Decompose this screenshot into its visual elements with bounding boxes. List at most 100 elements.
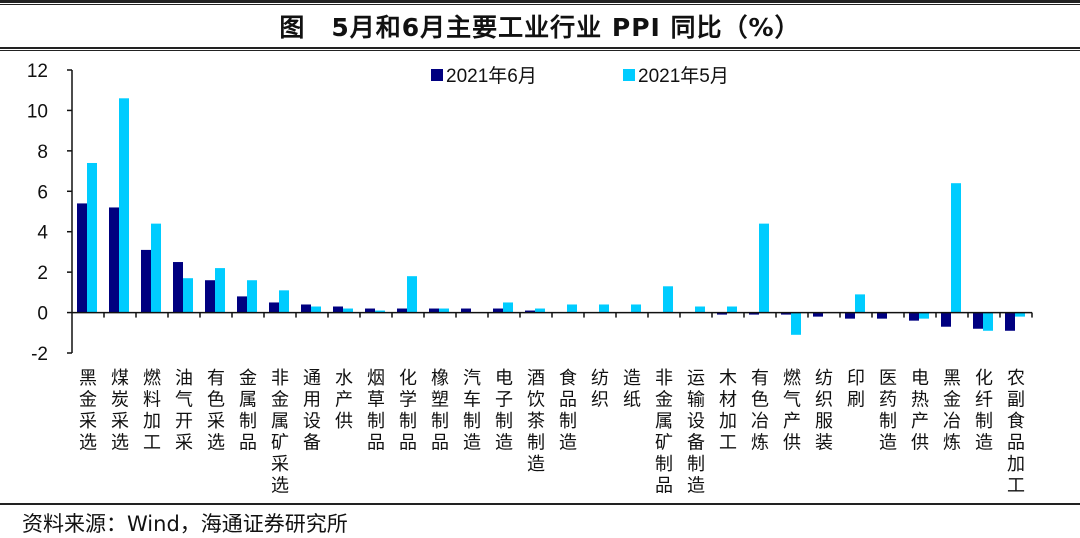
legend-swatch-jun bbox=[431, 69, 443, 81]
bar-may bbox=[439, 308, 449, 313]
category-label: 木材加工 bbox=[719, 368, 737, 454]
bar-may bbox=[599, 304, 609, 313]
bar-jun bbox=[781, 312, 791, 315]
category-label: 燃气产供 bbox=[783, 368, 801, 454]
category-label: 油气开采 bbox=[175, 368, 193, 454]
bar-may bbox=[279, 290, 289, 313]
bar-may bbox=[375, 310, 385, 313]
bar-may bbox=[759, 223, 769, 313]
bar-may bbox=[791, 312, 801, 335]
bar-jun bbox=[1005, 312, 1015, 331]
category-label: 农副食品加工 bbox=[1007, 368, 1025, 497]
top-rule-thin bbox=[0, 4, 1080, 5]
bar-may bbox=[311, 306, 321, 313]
legend-label-jun: 2021年6月 bbox=[446, 65, 537, 87]
y-tick-label: 12 bbox=[27, 61, 48, 82]
y-tick-labels: -2 0 2 4 6 8 10 12 bbox=[27, 61, 49, 365]
bar-jun bbox=[909, 312, 919, 321]
category-label: 煤炭采选 bbox=[111, 368, 129, 454]
bar-jun bbox=[749, 312, 759, 315]
category-label: 燃料加工 bbox=[143, 368, 161, 454]
y-tick-label: 8 bbox=[37, 142, 48, 163]
bar-may bbox=[535, 308, 545, 313]
category-label: 有色冶炼 bbox=[751, 368, 769, 454]
category-labels: 黑金采选煤炭采选燃料加工油气开采有色采选金属制品非金属矿采选通用设备水产供烟草制… bbox=[79, 368, 1025, 497]
bar-may bbox=[151, 223, 161, 313]
category-label: 有色采选 bbox=[207, 368, 225, 454]
bar-jun bbox=[973, 312, 983, 329]
category-label: 黑金采选 bbox=[79, 368, 97, 454]
bar-may bbox=[919, 312, 929, 319]
bar-may bbox=[247, 280, 257, 313]
bar-jun bbox=[77, 203, 87, 313]
category-label: 纺织服装 bbox=[815, 368, 833, 454]
y-tick-label: 2 bbox=[37, 263, 48, 284]
bar-may bbox=[215, 268, 225, 313]
bar-jun bbox=[269, 302, 279, 313]
bar-jun bbox=[205, 280, 215, 313]
bar-jun bbox=[941, 312, 951, 327]
bar-may bbox=[983, 312, 993, 331]
bar-may bbox=[1015, 312, 1025, 317]
bar-may bbox=[727, 306, 737, 313]
category-label: 酒饮茶制造 bbox=[527, 368, 545, 475]
category-label: 运输设备制造 bbox=[687, 368, 705, 497]
bar-jun bbox=[173, 262, 183, 313]
title-rule-thick bbox=[0, 47, 1080, 49]
category-label: 印刷 bbox=[847, 368, 865, 411]
bar-jun bbox=[525, 310, 535, 313]
title-rule-thin bbox=[0, 50, 1080, 51]
bar-may bbox=[695, 306, 705, 313]
category-label: 电子制造 bbox=[495, 368, 513, 454]
bar-jun bbox=[493, 308, 503, 313]
category-label: 化学制品 bbox=[399, 368, 417, 454]
bar-jun bbox=[813, 312, 823, 317]
category-label: 纺织 bbox=[591, 368, 609, 411]
top-rule-thick bbox=[0, 0, 1080, 3]
bar-jun bbox=[397, 308, 407, 313]
y-tick-label: 0 bbox=[37, 304, 48, 325]
bar-jun bbox=[461, 308, 471, 313]
source-note: 资料来源：Wind，海通证券研究所 bbox=[22, 512, 348, 536]
category-label: 非金属矿采选 bbox=[271, 368, 289, 497]
bar-may bbox=[951, 183, 961, 313]
category-label: 电热产供 bbox=[911, 368, 929, 454]
category-label: 黑金冶炼 bbox=[943, 368, 961, 454]
y-tick-label: 4 bbox=[37, 223, 48, 244]
bar-jun bbox=[237, 296, 247, 313]
bar-jun bbox=[333, 306, 343, 313]
bar-may bbox=[87, 162, 97, 313]
category-label: 烟草制品 bbox=[367, 368, 385, 454]
bar-jun bbox=[141, 249, 151, 313]
category-label: 水产供 bbox=[335, 368, 353, 432]
category-label: 非金属矿制品 bbox=[655, 368, 673, 497]
bar-jun bbox=[109, 207, 119, 313]
bar-may bbox=[119, 98, 129, 313]
bar-may bbox=[343, 308, 353, 313]
bar-may bbox=[855, 294, 865, 313]
source-rule bbox=[0, 503, 1080, 505]
bar-jun bbox=[301, 304, 311, 313]
bar-may bbox=[663, 286, 673, 313]
bar-jun bbox=[717, 312, 727, 315]
bar-may bbox=[183, 278, 193, 313]
category-label: 化纤制造 bbox=[975, 368, 993, 454]
category-label: 造纸 bbox=[623, 368, 641, 411]
bar-may bbox=[631, 304, 641, 313]
category-label: 食品制造 bbox=[559, 368, 577, 454]
axes-group bbox=[67, 69, 1033, 354]
bar-jun bbox=[845, 312, 855, 319]
legend-label-may: 2021年5月 bbox=[638, 65, 729, 87]
chart-title: 图 5月和6月主要工业行业 PPI 同比（%） bbox=[279, 13, 801, 42]
bar-jun bbox=[429, 308, 439, 313]
bar-may bbox=[407, 276, 417, 313]
y-tick-label: -2 bbox=[31, 344, 48, 365]
y-tick-label: 6 bbox=[37, 182, 48, 203]
bar-may bbox=[567, 304, 577, 313]
legend-swatch-may bbox=[623, 69, 635, 81]
category-label: 通用设备 bbox=[303, 368, 321, 454]
y-tick-label: 10 bbox=[27, 101, 48, 122]
category-label: 橡塑制品 bbox=[431, 368, 449, 454]
bars-group bbox=[77, 98, 1025, 335]
